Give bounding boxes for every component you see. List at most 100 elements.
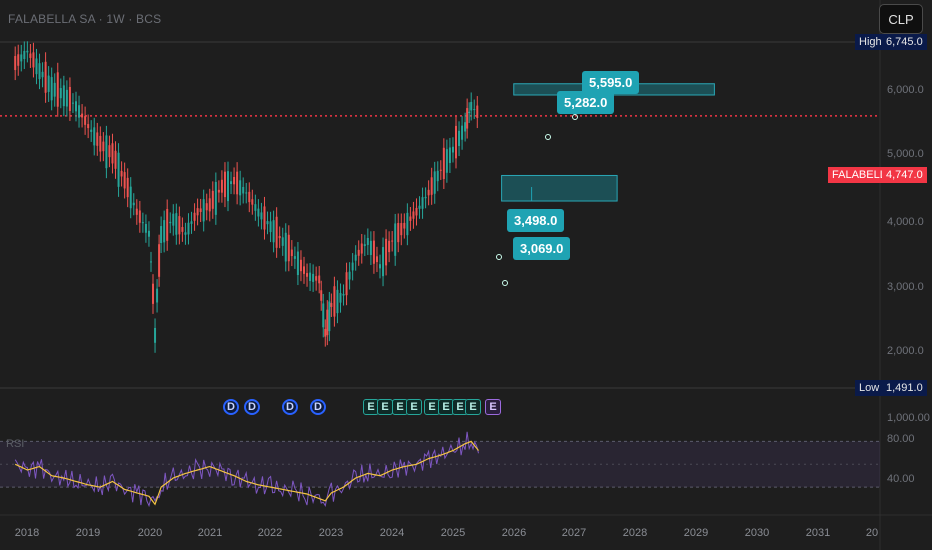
candle-body	[272, 220, 275, 243]
candle-body	[172, 213, 175, 226]
candle-body	[245, 192, 248, 194]
candle-body	[138, 210, 141, 223]
candle-body	[129, 186, 132, 209]
candle-body	[239, 180, 242, 196]
candle-body	[227, 171, 229, 202]
candle-body	[360, 243, 363, 254]
earnings-badge[interactable]: E	[377, 399, 393, 415]
annotation-anchor	[572, 114, 578, 120]
candle-body	[20, 54, 23, 62]
callout-3498[interactable]: 3,498.0	[507, 209, 565, 232]
rsi-level-40: 40.00	[887, 473, 915, 485]
candle-body	[379, 264, 381, 269]
candle-body	[318, 275, 321, 284]
dividend-badge[interactable]: D	[310, 399, 326, 415]
candle-body	[152, 283, 155, 304]
candle-body	[135, 208, 138, 215]
callout-3069[interactable]: 3,069.0	[513, 237, 571, 260]
candle-body	[163, 220, 166, 243]
callout-5595[interactable]: 5,595.0	[582, 71, 640, 94]
candle-body	[397, 222, 400, 243]
candle-body	[299, 259, 302, 272]
earnings-badge[interactable]: E	[424, 399, 440, 415]
candle-body	[354, 254, 357, 261]
candle-body	[388, 240, 391, 253]
candle-body	[59, 88, 62, 99]
candle-body	[458, 130, 461, 147]
candle-body	[208, 198, 211, 212]
candle-body	[333, 286, 336, 317]
candle-body	[451, 146, 454, 153]
y-tick-5000: 5,000.0	[887, 148, 924, 160]
candle-body	[263, 206, 266, 230]
candle-body	[93, 127, 96, 146]
currency-button[interactable]: CLP	[879, 4, 923, 34]
candle-body	[38, 63, 41, 80]
candle-body	[62, 85, 65, 107]
candle-body	[181, 227, 184, 232]
candle-body	[41, 71, 44, 78]
candle-body	[53, 82, 56, 97]
candle-body	[418, 205, 421, 209]
dividend-badge[interactable]: D	[244, 399, 260, 415]
candle-body	[293, 256, 296, 259]
candle-body	[44, 61, 47, 93]
candle-body	[275, 216, 278, 248]
earnings-badge[interactable]: E	[406, 399, 422, 415]
candle-body	[403, 222, 406, 229]
candle-body	[287, 234, 290, 262]
dividend-badge[interactable]: D	[282, 399, 298, 415]
candle-body	[196, 208, 199, 216]
x-tick-2023: 2023	[318, 527, 344, 539]
x-tick-2026: 2026	[501, 527, 527, 539]
chart-title: FALABELLA SA · 1W · BCS	[8, 12, 162, 26]
candle-body	[90, 129, 93, 132]
candle-body	[254, 204, 257, 211]
low-value: 1,491.0	[882, 380, 927, 396]
candle-body	[427, 189, 430, 196]
candle-body	[363, 244, 366, 247]
candle-body	[160, 226, 163, 244]
candle-body	[236, 171, 239, 195]
callout-5282[interactable]: 5,282.0	[557, 91, 615, 114]
x-tick-2031: 2031	[805, 527, 831, 539]
candle-body	[205, 203, 208, 211]
candle-body	[257, 208, 260, 217]
candle-body	[14, 56, 17, 71]
candle-body	[269, 221, 272, 233]
candle-body	[233, 176, 236, 185]
candle-body	[470, 101, 473, 111]
last-price-tag: 4,747.0	[882, 167, 927, 183]
candle-body	[123, 172, 126, 189]
earnings-badge[interactable]: E	[438, 399, 454, 415]
dividend-badge[interactable]: D	[223, 399, 239, 415]
candle-body	[65, 89, 68, 107]
low-label: Low	[855, 380, 884, 396]
annotation-anchor	[502, 280, 508, 286]
rsi-label: RSI	[6, 438, 25, 450]
candle-body	[260, 212, 263, 220]
ticker-label: FALABELLA	[828, 167, 898, 183]
candle-body	[372, 240, 375, 264]
candle-body	[132, 202, 135, 206]
x-tick-2020: 2020	[137, 527, 163, 539]
candle-body	[23, 50, 26, 59]
candle-body	[149, 261, 152, 263]
candle-body	[312, 273, 315, 282]
candle-body	[424, 196, 427, 199]
candle-body	[32, 52, 35, 68]
candle-body	[382, 247, 385, 277]
candle-body	[342, 293, 345, 296]
earnings-badge[interactable]: E	[465, 399, 481, 415]
candle-body	[47, 75, 50, 92]
candle-body	[328, 301, 331, 332]
candle-body	[303, 266, 305, 274]
candle-body	[278, 236, 281, 239]
candle-body	[281, 237, 284, 246]
candle-body	[455, 125, 457, 159]
candle-body	[385, 238, 388, 266]
earnings-upcoming-badge[interactable]: E	[485, 399, 501, 415]
candle-body	[415, 207, 418, 216]
candle-body	[184, 232, 187, 235]
